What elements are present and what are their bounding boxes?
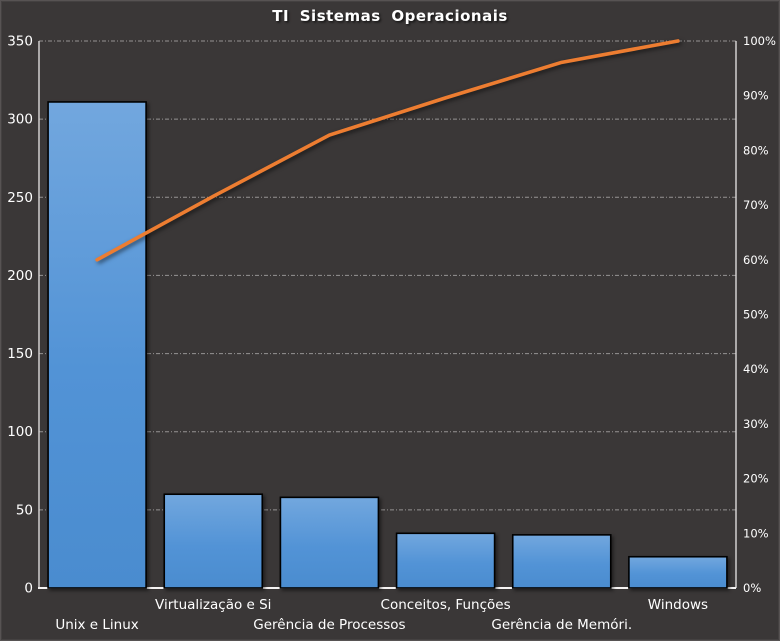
category-label-virtualiza-o-e-si: Virtualização e Si xyxy=(155,597,271,613)
gridlines xyxy=(39,40,736,511)
left-tick-0: 0 xyxy=(24,581,33,597)
left-tick-200: 200 xyxy=(7,268,33,284)
bar-virtualiza-o-e-si xyxy=(163,493,264,589)
left-tick-250: 250 xyxy=(7,190,33,206)
right-tick-100pct: 100% xyxy=(743,34,776,48)
left-tick-350: 350 xyxy=(7,34,33,50)
left-tick-150: 150 xyxy=(7,346,33,362)
right-tick-60pct: 60% xyxy=(743,253,769,267)
right-tick-10pct: 10% xyxy=(743,526,769,540)
bar-ger-ncia-de-mem-ri- xyxy=(511,534,612,589)
right-tick-30pct: 30% xyxy=(743,417,769,431)
category-label-ger-ncia-de-mem-ri-: Gerência de Memóri. xyxy=(491,617,632,633)
bar-series xyxy=(47,101,728,589)
right-tick-20pct: 20% xyxy=(743,472,769,486)
category-label-windows: Windows xyxy=(648,597,708,613)
cumulative-line-series xyxy=(95,39,680,262)
left-axis-tick-labels: 0 50 100 150 200 250 300 350 xyxy=(7,34,33,597)
right-tick-90pct: 90% xyxy=(743,89,769,103)
bar-windows xyxy=(628,555,728,589)
bar-conceitos-fun-es xyxy=(395,532,496,589)
bar-unix-e-linux xyxy=(47,101,147,589)
right-axis-tick-labels: 0% 10% 20% 30% 40% 50% 60% 70% 80% 90% 100% xyxy=(743,34,776,595)
right-tick-40pct: 40% xyxy=(743,362,769,376)
chart-title: TI Sistemas Operacionais xyxy=(272,7,508,25)
left-tick-300: 300 xyxy=(7,112,33,128)
axis-lines xyxy=(38,41,737,589)
category-label-ger-ncia-de-processos: Gerência de Processos xyxy=(253,617,405,633)
left-tick-100: 100 xyxy=(7,424,33,440)
category-label-conceitos-fun-es: Conceitos, Funções xyxy=(381,597,511,613)
right-tick-50pct: 50% xyxy=(743,308,769,322)
cumulative-line xyxy=(95,39,680,262)
category-axis-labels: Unix e Linux Virtualização e Si Gerência d… xyxy=(55,597,708,633)
right-tick-0pct: 0% xyxy=(743,581,761,595)
category-label-unix-e-linux: Unix e Linux xyxy=(55,617,138,633)
left-tick-50: 50 xyxy=(16,502,33,518)
bar-ger-ncia-de-processos xyxy=(279,496,380,589)
right-tick-70pct: 70% xyxy=(743,198,769,212)
right-tick-80pct: 80% xyxy=(743,143,769,157)
